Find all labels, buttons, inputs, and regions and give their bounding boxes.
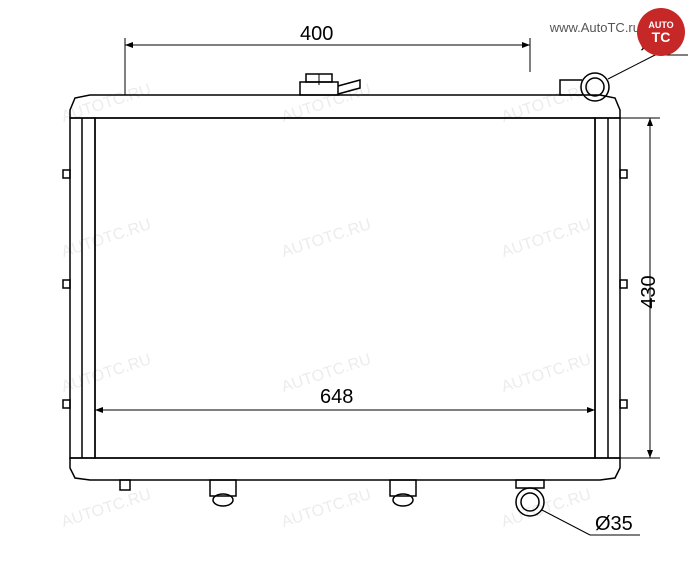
outlet-port-top <box>560 73 609 101</box>
source-url: www.AutoTC.ru <box>550 20 640 35</box>
filler-neck <box>300 74 360 95</box>
dim-400: 400 <box>300 23 333 45</box>
drawing-container: AUTOTC.RU AUTOTC.RU AUTOTC.RU AUTOTC.RU … <box>0 0 700 565</box>
dimension-lines <box>95 38 688 535</box>
dim-648: 648 <box>320 386 353 408</box>
radiator-drawing: 400 Ø35 648 430 Ø35 <box>0 0 700 565</box>
logo-text-bottom: TC <box>652 30 671 44</box>
radiator-body <box>63 73 627 516</box>
outlet-port-bottom <box>516 480 544 516</box>
bottom-boss <box>210 480 236 506</box>
dim-dia35-bottom: Ø35 <box>595 513 633 535</box>
brand-logo: AUTO TC <box>637 8 685 56</box>
dim-430: 430 <box>638 275 660 308</box>
bottom-boss <box>390 480 416 506</box>
